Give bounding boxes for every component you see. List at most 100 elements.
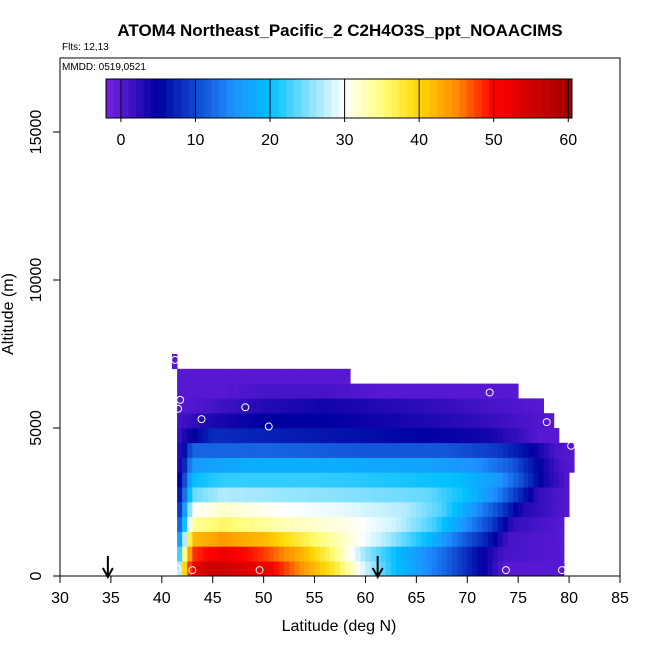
heatmap-cell (370, 428, 377, 444)
heatmap-cell (370, 502, 377, 518)
heatmap-cell (497, 502, 504, 518)
heatmap-cell (380, 561, 387, 577)
heatmap-cell (543, 502, 550, 518)
heatmap-cell (426, 442, 433, 458)
colorbar-cell (414, 79, 423, 118)
heatmap-cell (258, 487, 265, 503)
heatmap-cell (309, 413, 315, 429)
heatmap-cell (258, 516, 265, 532)
heatmap-cell (243, 428, 249, 444)
heatmap-cell (309, 546, 315, 562)
heatmap-cell (472, 487, 478, 503)
heatmap-cell (263, 487, 270, 503)
colorbar-tick-label: 10 (187, 132, 205, 149)
heatmap-cell (472, 413, 478, 429)
heatmap-cell (436, 457, 443, 473)
heatmap-cell (436, 383, 443, 399)
heatmap-cell (523, 413, 529, 429)
heatmap-cell (334, 442, 341, 458)
heatmap-cell (431, 413, 438, 429)
heatmap-cell (217, 546, 224, 562)
heatmap-cell (385, 383, 392, 399)
colorbar-tick-label: 40 (410, 132, 428, 149)
heatmap-cell (482, 457, 489, 473)
heatmap-cell (365, 383, 371, 399)
colorbar-cell (481, 79, 490, 118)
heatmap-cell (177, 561, 183, 577)
heatmap-cell (238, 383, 244, 399)
heatmap-cell (508, 428, 514, 444)
heatmap-cell (523, 502, 529, 518)
heatmap-cell (360, 398, 366, 414)
heatmap-cell (513, 516, 519, 532)
heatmap-cell (212, 487, 219, 503)
heatmap-cell (426, 428, 433, 444)
heatmap-cell (228, 442, 234, 458)
heatmap-cell (350, 442, 356, 458)
heatmap-cell (436, 502, 443, 518)
heatmap-cell (380, 531, 387, 547)
heatmap-cell (518, 413, 524, 429)
heatmap-cell (207, 413, 214, 429)
heatmap-cell (492, 398, 499, 414)
heatmap-cell (370, 398, 377, 414)
heatmap-cell (253, 457, 259, 473)
heatmap-cell (268, 502, 275, 518)
heatmap-cell (375, 502, 382, 518)
heatmap-cell (441, 502, 448, 518)
heatmap-cell (472, 398, 478, 414)
heatmap-cell (411, 561, 417, 577)
heatmap-cell (375, 383, 382, 399)
heatmap-cell (228, 531, 234, 547)
heatmap-cell (172, 354, 178, 370)
heatmap-cell (217, 487, 224, 503)
heatmap-cell (192, 398, 198, 414)
heatmap-cell (207, 502, 214, 518)
heatmap-cell (396, 398, 402, 414)
heatmap-cell (462, 546, 468, 562)
heatmap-cell (421, 487, 427, 503)
heatmap-cell (334, 383, 341, 399)
heatmap-cell (477, 383, 483, 399)
heatmap-cell (436, 398, 443, 414)
heatmap-cell (197, 531, 203, 547)
heatmap-cell (477, 502, 483, 518)
heatmap-cell (222, 428, 229, 444)
heatmap-cell (284, 561, 290, 577)
heatmap-cell (222, 442, 229, 458)
heatmap-cell (380, 398, 387, 414)
heatmap-cell (212, 398, 219, 414)
heatmap-cell (396, 516, 402, 532)
colorbar-tick-label: 60 (559, 132, 577, 149)
heatmap-cell (289, 442, 295, 458)
heatmap-cell (299, 502, 305, 518)
heatmap-cell (446, 413, 453, 429)
colorbar-cell (549, 79, 558, 118)
heatmap-cell (222, 413, 229, 429)
heatmap-cell (284, 413, 290, 429)
heatmap-cell (411, 472, 417, 488)
heatmap-cell (513, 531, 519, 547)
heatmap-cell (329, 383, 336, 399)
heatmap-cell (202, 487, 209, 503)
heatmap-cell (329, 502, 336, 518)
heatmap-cell (452, 413, 458, 429)
heatmap-cell (569, 457, 575, 473)
heatmap-cell (543, 561, 550, 577)
heatmap-cell (314, 368, 321, 384)
heatmap-cell (390, 442, 397, 458)
heatmap-cell (192, 561, 198, 577)
heatmap-cell (345, 413, 351, 429)
heatmap-cell (319, 472, 326, 488)
colorbar-cell (256, 79, 265, 118)
heatmap-cell (436, 561, 443, 577)
heatmap-cell (309, 383, 315, 399)
heatmap-cell (212, 531, 219, 547)
heatmap-cell (360, 561, 366, 577)
heatmap-cell (553, 516, 560, 532)
heatmap-cell (192, 457, 198, 473)
x-tick-label: 50 (255, 590, 273, 607)
heatmap-cell (462, 487, 468, 503)
heatmap-cell (401, 531, 407, 547)
